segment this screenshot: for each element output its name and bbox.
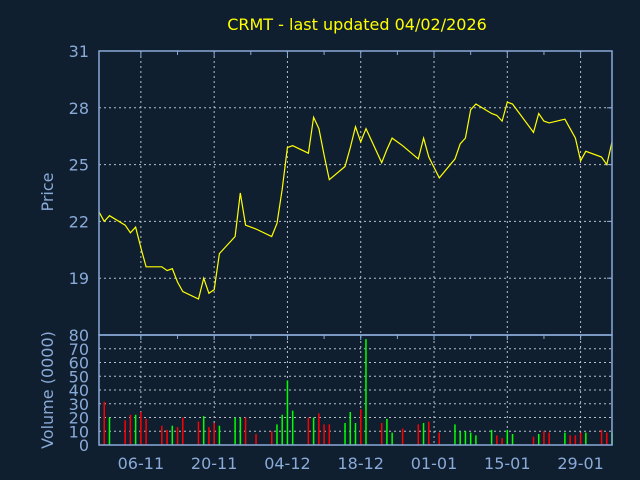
volume-tick-label: 30 bbox=[69, 395, 89, 414]
price-tick-label: 22 bbox=[69, 212, 89, 231]
volume-tick-label: 20 bbox=[69, 409, 89, 428]
date-tick-label: 06-11 bbox=[118, 454, 165, 473]
price-tick-label: 19 bbox=[69, 269, 89, 288]
price-plot-frame bbox=[98, 50, 613, 336]
volume-tick-label: 50 bbox=[69, 367, 89, 386]
volume-tick-label: 0 bbox=[79, 436, 89, 455]
volume-tick-label: 10 bbox=[69, 422, 89, 441]
volume-tick-label: 80 bbox=[69, 326, 89, 345]
date-tick-label: 15-01 bbox=[484, 454, 531, 473]
volume-plot-frame bbox=[98, 334, 613, 446]
price-tick-label: 28 bbox=[69, 99, 89, 118]
date-tick-label: 29-01 bbox=[557, 454, 604, 473]
date-tick-label: 18-12 bbox=[337, 454, 384, 473]
date-tick-label: 01-01 bbox=[411, 454, 458, 473]
volume-tick-label: 70 bbox=[69, 340, 89, 359]
volume-axis-label: Volume (0000) bbox=[38, 331, 57, 449]
date-tick-label: 04-12 bbox=[264, 454, 311, 473]
price-line bbox=[98, 101, 613, 300]
volume-tick-label: 60 bbox=[69, 354, 89, 373]
date-tick-label: 20-11 bbox=[191, 454, 238, 473]
chart-title: CRMT - last updated 04/02/2026 bbox=[227, 15, 487, 34]
price-tick-label: 25 bbox=[69, 156, 89, 175]
volume-tick-label: 40 bbox=[69, 381, 89, 400]
price-tick-label: 31 bbox=[69, 42, 89, 61]
price-axis-label: Price bbox=[38, 172, 57, 211]
